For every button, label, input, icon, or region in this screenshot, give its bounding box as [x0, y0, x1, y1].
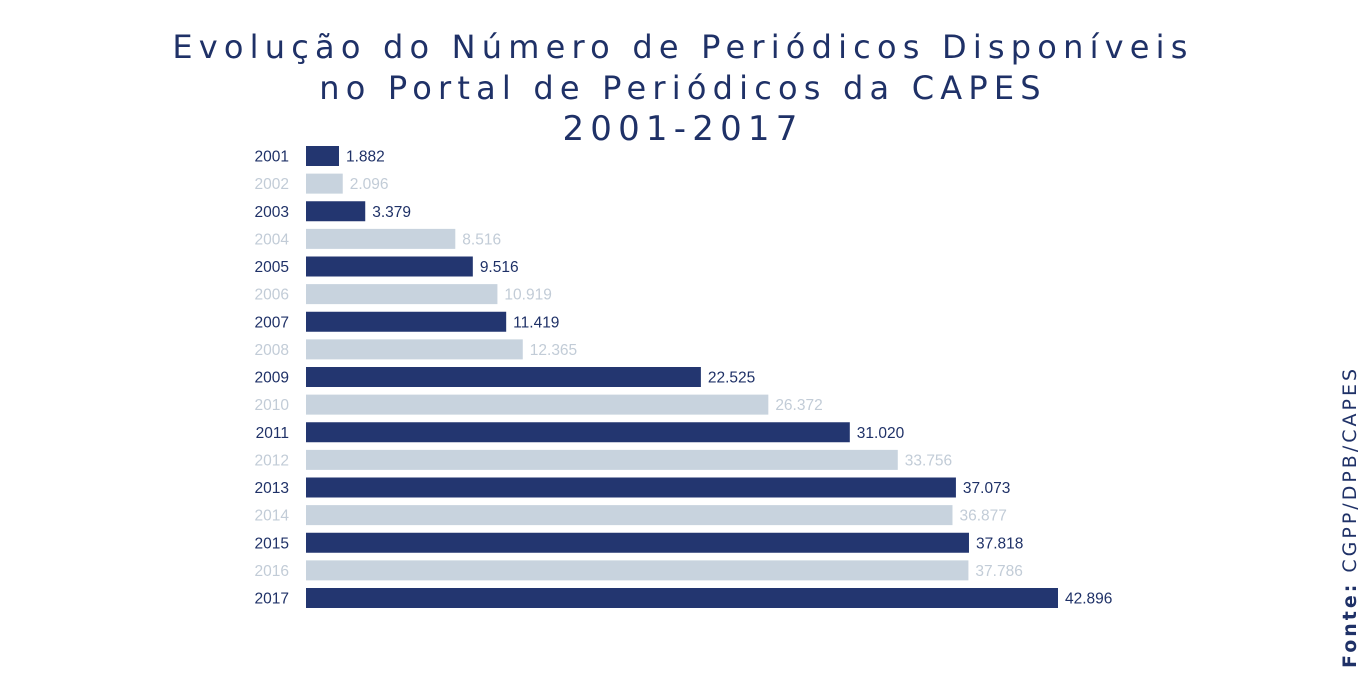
value-label-2006: 10.919: [504, 287, 551, 304]
category-label-2017: 2017: [255, 591, 289, 608]
bar-2017: [306, 588, 1058, 608]
category-label-2009: 2009: [255, 370, 289, 387]
category-label-2016: 2016: [255, 563, 289, 580]
chart-title-line-3: 2001-2017: [562, 109, 804, 149]
category-label-2015: 2015: [255, 535, 289, 552]
value-label-2008: 12.365: [530, 342, 577, 359]
category-label-2012: 2012: [255, 452, 289, 469]
value-label-2003: 3.379: [372, 204, 411, 221]
bar-2016: [306, 560, 969, 581]
value-label-2016: 37.786: [975, 563, 1022, 580]
category-label-2014: 2014: [255, 508, 290, 525]
bar-2006: [306, 284, 498, 305]
value-label-2007: 11.419: [513, 314, 559, 331]
category-label-2001: 2001: [255, 149, 289, 166]
bar-2002: [306, 173, 343, 194]
bar-2009: [306, 367, 701, 387]
value-label-2015: 37.818: [976, 535, 1023, 552]
chart-title-line-2: no Portal de Periódicos da CAPES: [319, 69, 1047, 107]
bar-2015: [306, 532, 969, 553]
category-label-2010: 2010: [255, 397, 290, 414]
bar-2001: [306, 146, 339, 166]
value-label-2011: 31.020: [857, 425, 905, 442]
category-label-2004: 2004: [255, 231, 290, 248]
bar-2014: [306, 505, 953, 526]
bar-2003: [306, 201, 366, 222]
value-label-2017: 42.896: [1065, 591, 1112, 608]
source-value: CGPP/DPB/CAPES: [1339, 365, 1361, 573]
value-label-2002: 2.096: [350, 176, 389, 193]
category-label-2011: 2011: [256, 425, 289, 442]
category-label-2007: 2007: [255, 314, 289, 331]
bar-2012: [306, 449, 898, 470]
bar-2004: [306, 228, 456, 249]
value-label-2013: 37.073: [963, 480, 1010, 497]
bar-2007: [306, 311, 507, 332]
category-label-2003: 2003: [255, 204, 289, 221]
source-note: Fonte: CGPP/DPB/CAPES: [1339, 366, 1361, 668]
value-label-2010: 26.372: [775, 397, 822, 414]
value-label-2005: 9.516: [480, 259, 519, 276]
category-label-2013: 2013: [255, 480, 289, 497]
bar-2008: [306, 339, 523, 360]
category-label-2006: 2006: [255, 287, 289, 304]
value-label-2004: 8.516: [462, 231, 501, 248]
value-label-2001: 1.882: [346, 149, 385, 166]
value-label-2009: 22.525: [708, 370, 755, 387]
bar-2005: [306, 256, 473, 277]
chart-title-line-1: Evolução do Número de Periódicos Disponí…: [172, 28, 1194, 66]
value-label-2014: 36.877: [959, 508, 1006, 525]
category-label-2002: 2002: [255, 176, 289, 193]
category-label-2008: 2008: [255, 342, 289, 359]
source-label: Fonte:: [1339, 581, 1361, 668]
bar-2010: [306, 394, 769, 415]
bar-2011: [306, 422, 850, 443]
category-label-2005: 2005: [255, 259, 289, 276]
value-label-2012: 33.756: [905, 452, 952, 469]
bar-2013: [306, 477, 956, 498]
